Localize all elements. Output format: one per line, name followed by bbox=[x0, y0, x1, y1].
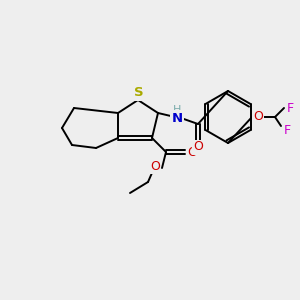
Text: O: O bbox=[187, 146, 197, 158]
Text: O: O bbox=[193, 140, 203, 154]
Text: O: O bbox=[253, 110, 263, 124]
Text: O: O bbox=[150, 160, 160, 172]
Text: N: N bbox=[171, 112, 183, 124]
Text: H: H bbox=[173, 105, 181, 115]
Text: F: F bbox=[284, 124, 291, 136]
Text: F: F bbox=[286, 101, 294, 115]
Text: S: S bbox=[134, 86, 144, 100]
